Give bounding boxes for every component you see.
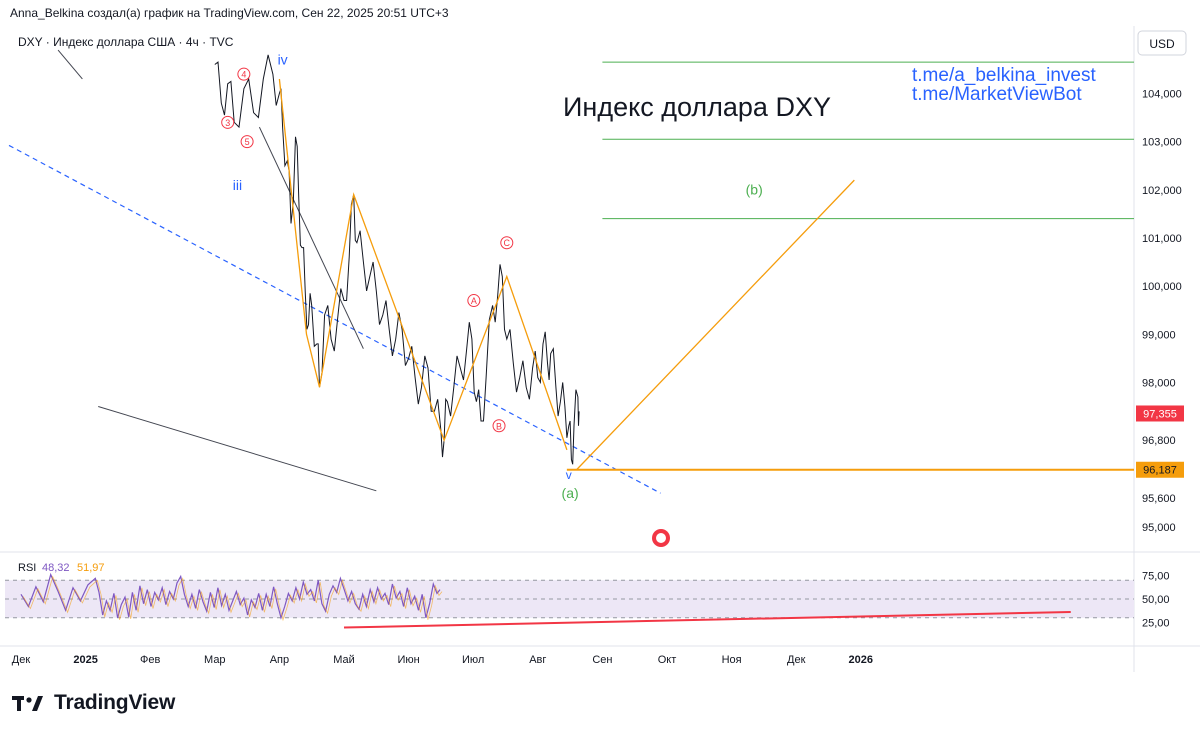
wave-zigzag[interactable] bbox=[278, 78, 568, 451]
wave-annotation: (b) bbox=[746, 182, 763, 198]
price-tick-label: 96,800 bbox=[1142, 435, 1176, 447]
rsi-line[interactable] bbox=[20, 572, 441, 620]
wave-label: 3 bbox=[225, 118, 230, 128]
price-tick-label: 95,600 bbox=[1142, 493, 1176, 505]
rsi-value: 48,32 bbox=[42, 562, 70, 574]
wave-label: 5 bbox=[245, 137, 250, 147]
wave-label: C bbox=[504, 238, 511, 248]
wave-label-circle bbox=[221, 115, 235, 129]
level-price-label: 96,187 bbox=[1143, 465, 1177, 477]
time-axis-label: Мар bbox=[204, 654, 226, 666]
wave-annotation: v bbox=[566, 468, 572, 482]
price-tick-label: 98,000 bbox=[1142, 377, 1176, 389]
time-axis-label: Сен bbox=[592, 654, 612, 666]
wave-trendline[interactable] bbox=[57, 49, 83, 80]
price-chart[interactable]: DXY · Индекс доллара США · 4ч · TVC USD 10… bbox=[0, 26, 1200, 676]
wave-label-circle bbox=[237, 67, 251, 81]
price-tick-label: 99,000 bbox=[1142, 329, 1176, 341]
time-axis-label: Ноя bbox=[722, 654, 742, 666]
rsi-ma-value: 51,97 bbox=[77, 562, 105, 574]
time-axis-label: 2026 bbox=[849, 654, 873, 666]
rsi-label: RSI bbox=[18, 562, 36, 574]
time-axis-label: Июл bbox=[462, 654, 484, 666]
currency-button[interactable] bbox=[1137, 30, 1187, 56]
time-axis-label: Авг bbox=[529, 654, 546, 666]
tradingview-footer: TradingView bbox=[12, 690, 175, 716]
price-tick-label: 102,000 bbox=[1142, 185, 1182, 197]
time-axis-label: Апр bbox=[270, 654, 289, 666]
chart-title: Индекс доллара DXY bbox=[563, 92, 831, 122]
lower-trendline[interactable] bbox=[98, 406, 377, 492]
wave-label-circle bbox=[467, 294, 481, 308]
time-axis-label: Июн bbox=[397, 654, 419, 666]
wave-label: 4 bbox=[241, 70, 246, 80]
wave-label: B bbox=[496, 421, 502, 431]
currency-label: USD bbox=[1149, 37, 1175, 51]
chart-canvas[interactable]: DXY · Индекс доллара США · 4ч · TVC USD 10… bbox=[0, 26, 1200, 676]
price-tick-label: 103,000 bbox=[1142, 137, 1182, 149]
telegram-bot-link: t.me/MarketViewBot bbox=[912, 84, 1082, 105]
upper-trendline[interactable] bbox=[258, 126, 364, 349]
time-axis-label: Окт bbox=[658, 654, 677, 666]
time-axis-label: Дек bbox=[787, 654, 806, 666]
price-tick-label: 101,000 bbox=[1142, 233, 1182, 245]
dashed-trendline[interactable] bbox=[8, 144, 661, 494]
tradingview-brand: TradingView bbox=[54, 691, 176, 714]
symbol-label: DXY · Индекс доллара США · 4ч · TVC bbox=[18, 35, 234, 49]
time-axis-label: Май bbox=[333, 654, 355, 666]
last-price-badge bbox=[1136, 405, 1184, 422]
level-price-badge bbox=[1136, 461, 1184, 478]
price-tick-label: 100,000 bbox=[1142, 281, 1182, 293]
chart-attribution: Anna_Belkina создал(а) график на Trading… bbox=[10, 6, 449, 20]
projection-line[interactable] bbox=[576, 179, 855, 471]
event-flag-inner bbox=[656, 533, 666, 543]
wave-annotation: iv bbox=[278, 52, 288, 68]
rsi-ma-line bbox=[22, 575, 443, 622]
time-axis-label: Фев bbox=[140, 654, 160, 666]
wave-annotation: iii bbox=[233, 177, 242, 193]
last-price-label: 97,355 bbox=[1143, 408, 1177, 420]
wave-label-circle bbox=[240, 135, 254, 149]
time-axis-label: Дек bbox=[12, 654, 31, 666]
wave-label-circle bbox=[492, 419, 506, 433]
rsi-support-line[interactable] bbox=[343, 610, 1071, 629]
rsi-tick-label: 75,00 bbox=[1142, 571, 1170, 583]
price-tick-label: 95,000 bbox=[1142, 522, 1176, 534]
rsi-tick-label: 50,00 bbox=[1142, 594, 1170, 606]
rsi-tick-label: 25,00 bbox=[1142, 618, 1170, 630]
tradingview-logo-icon bbox=[12, 696, 43, 711]
time-axis-label: 2025 bbox=[73, 654, 97, 666]
wave-label: A bbox=[471, 296, 477, 306]
price-tick-label: 104,000 bbox=[1142, 88, 1182, 100]
wave-label-circle bbox=[500, 236, 514, 250]
price-line[interactable] bbox=[214, 54, 580, 465]
wave-annotation: (a) bbox=[562, 485, 579, 501]
telegram-link: t.me/a_belkina_invest bbox=[912, 65, 1096, 86]
